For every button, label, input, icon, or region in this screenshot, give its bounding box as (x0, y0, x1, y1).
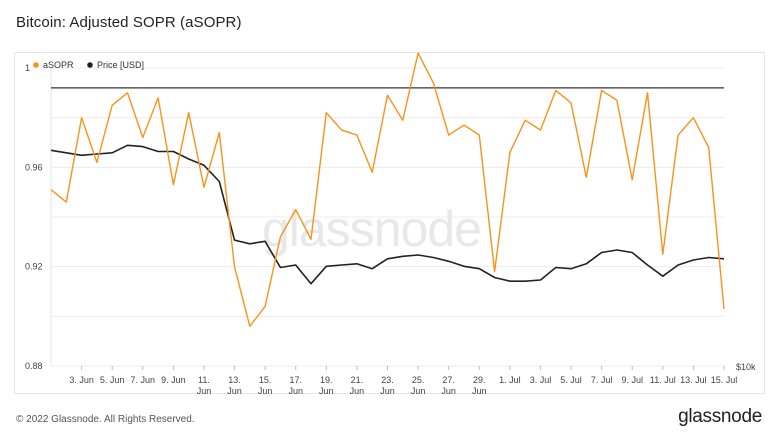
y-tick-label: 1 (25, 63, 30, 73)
series-lines (50, 52, 725, 327)
legend-label[interactable]: aSOPR (43, 60, 74, 70)
x-tick-label: 3. Jul (530, 375, 552, 385)
x-tick-label: 9. Jul (621, 375, 643, 385)
chart-title: Bitcoin: Adjusted SOPR (aSOPR) (16, 14, 242, 31)
x-tick-label: 15. (259, 375, 272, 385)
x-tick-label: 7. Jun (131, 375, 156, 385)
x-tick-label: 13. Jul (680, 375, 707, 385)
x-tick-label-line2: Jun (441, 386, 456, 396)
right-axis-label: $10k (736, 362, 756, 372)
x-tick-label: 3. Jun (69, 375, 94, 385)
x-tick-label: 23. (381, 375, 394, 385)
x-tick-label: 17. (289, 375, 302, 385)
x-tick-label: 29. (473, 375, 486, 385)
x-tick-label: 9. Jun (161, 375, 186, 385)
x-tick-label-line2: Jun (288, 386, 303, 396)
x-tick-label: 1. Jul (499, 375, 521, 385)
x-tick-label: 25. (412, 375, 425, 385)
x-tick-label: 11. (198, 375, 210, 385)
x-tick-label-line2: Jun (319, 386, 334, 396)
watermark: glassnode (262, 201, 481, 257)
x-tick-label-line2: Jun (197, 386, 212, 396)
x-tick-label: 5. Jun (100, 375, 125, 385)
legend-dot (87, 62, 93, 68)
x-tick-label: 13. (228, 375, 241, 385)
grid-lines (50, 67, 724, 367)
x-tick-label: 11. Jul (650, 375, 676, 385)
footer-copyright: © 2022 Glassnode. All Rights Reserved. (16, 414, 195, 425)
x-tick-label-line2: Jun (227, 386, 242, 396)
legend-dot (33, 62, 39, 68)
series-line-asopr (50, 52, 725, 327)
brand-logo[interactable]: glassnode (678, 406, 762, 427)
y-tick-label: 0.96 (25, 162, 43, 172)
x-tick-label-line2: Jun (258, 386, 273, 396)
legend[interactable]: aSOPR Price [USD] (33, 60, 144, 70)
x-tick-label-line2: Jun (380, 386, 395, 396)
y-axis-ticks: 1 0.96 0.92 0.88 (25, 63, 43, 371)
x-axis-ticks: 3. Jun 5. Jun 7. Jun 9. Jun 11.Jun13.Jun15.J… (69, 366, 737, 396)
x-tick-label-line2: Jun (472, 386, 487, 396)
y-tick-label: 0.88 (25, 361, 43, 371)
x-tick-label-line2: Jun (350, 386, 365, 396)
x-tick-label: 15. Jul (711, 375, 738, 385)
x-tick-label: 7. Jul (591, 375, 613, 385)
legend-label[interactable]: Price [USD] (97, 60, 144, 70)
x-tick-label: 27. (442, 375, 455, 385)
chart-panel (14, 52, 765, 394)
x-tick-label: 19. (320, 375, 333, 385)
x-tick-label: 21. (351, 375, 364, 385)
x-tick-label-line2: Jun (411, 386, 426, 396)
series-line-price (50, 144, 725, 285)
y-tick-label: 0.92 (25, 262, 43, 272)
x-tick-label: 5. Jul (560, 375, 582, 385)
